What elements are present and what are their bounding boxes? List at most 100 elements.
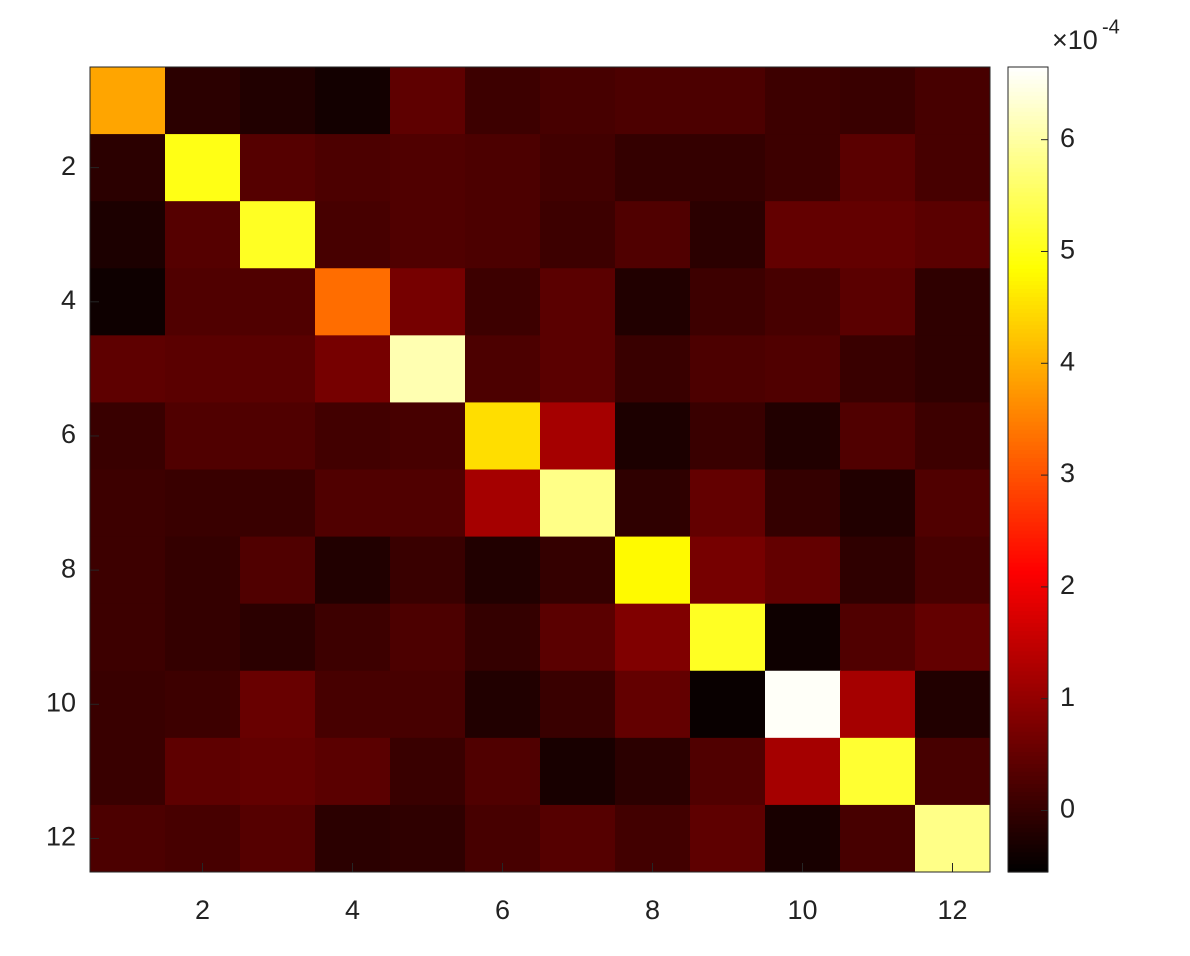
- heatmap-cell: [615, 134, 691, 202]
- colorbar-segment: [1008, 727, 1048, 732]
- colorbar-segment: [1008, 847, 1048, 853]
- colorbar-segment: [1008, 827, 1048, 833]
- colorbar-segment: [1008, 678, 1048, 684]
- colorbar-segment: [1008, 389, 1048, 394]
- colorbar-segment: [1008, 558, 1048, 563]
- heatmap-cell: [390, 603, 466, 672]
- colorbar-segment: [1008, 517, 1048, 523]
- colorbar-segment: [1008, 626, 1048, 632]
- heatmap-cell: [390, 134, 466, 202]
- heatmap-cell: [840, 536, 916, 605]
- heatmap-cell: [540, 804, 616, 873]
- colorbar-segment: [1008, 376, 1048, 382]
- colorbar-tick-label: 1: [1060, 682, 1075, 712]
- colorbar-segment: [1008, 372, 1048, 378]
- colorbar-segment: [1008, 855, 1048, 861]
- colorbar-segment: [1008, 545, 1048, 551]
- colorbar-segment: [1008, 300, 1048, 306]
- colorbar-segment: [1008, 449, 1048, 454]
- colorbar-segment: [1008, 743, 1048, 748]
- colorbar-segment: [1008, 715, 1048, 720]
- heatmap-cell: [915, 670, 991, 739]
- colorbar-segment: [1008, 384, 1048, 390]
- heatmap-cell: [240, 536, 316, 605]
- colorbar-segment: [1008, 578, 1048, 583]
- colorbar-segment: [1008, 670, 1048, 676]
- heatmap-cell: [615, 670, 691, 739]
- colorbar-segment: [1008, 795, 1048, 801]
- colorbar-segment: [1008, 481, 1048, 487]
- colorbar-segment: [1008, 622, 1048, 628]
- heatmap-cell: [390, 201, 466, 269]
- colorbar-segment: [1008, 598, 1048, 603]
- colorbar-segment: [1008, 606, 1048, 611]
- colorbar-segment: [1008, 215, 1048, 221]
- colorbar-segment: [1008, 320, 1048, 326]
- colorbar-segment: [1008, 280, 1048, 285]
- colorbar-segment: [1008, 690, 1048, 696]
- heatmap-cell: [465, 804, 541, 873]
- colorbar-segment: [1008, 308, 1048, 314]
- heatmap-cell: [840, 134, 916, 202]
- heatmap-cell: [615, 268, 691, 336]
- heatmap-cell: [690, 335, 766, 403]
- heatmap-cell: [390, 469, 466, 538]
- colorbar-segment: [1008, 867, 1048, 873]
- heatmap-cell: [465, 536, 541, 605]
- colorbar-segment: [1008, 590, 1048, 595]
- heatmap-cell: [165, 402, 241, 470]
- colorbar-segment: [1008, 537, 1048, 543]
- heatmap-cell: [915, 201, 991, 269]
- heatmap-cell: [915, 804, 991, 873]
- colorbar-segment: [1008, 175, 1048, 181]
- colorbar-segment: [1008, 240, 1048, 245]
- heatmap-cell: [315, 335, 391, 403]
- colorbar-segment: [1008, 115, 1048, 120]
- heatmap-cell: [390, 268, 466, 336]
- heatmap-cell: [690, 402, 766, 470]
- heatmap-cell: [915, 134, 991, 202]
- heatmap-cell: [315, 201, 391, 269]
- colorbar-segment: [1008, 292, 1048, 298]
- colorbar-segment: [1008, 457, 1048, 463]
- colorbar-segment: [1008, 489, 1048, 495]
- heatmap-cell: [465, 134, 541, 202]
- colorbar-segment: [1008, 811, 1048, 817]
- heatmap-cell: [315, 67, 391, 135]
- colorbar-segment: [1008, 75, 1048, 80]
- colorbar-segment: [1008, 819, 1048, 825]
- colorbar-segment: [1008, 348, 1048, 354]
- colorbar-segment: [1008, 751, 1048, 756]
- heatmap-cell: [240, 67, 316, 135]
- heatmap-cell: [915, 335, 991, 403]
- colorbar-segment: [1008, 723, 1048, 728]
- colorbar-segment: [1008, 163, 1048, 169]
- colorbar-segment: [1008, 401, 1048, 406]
- colorbar-segment: [1008, 562, 1048, 567]
- heatmap-cell: [840, 335, 916, 403]
- colorbar-segment: [1008, 67, 1048, 72]
- colorbar-segment: [1008, 823, 1048, 829]
- heatmap-cell: [840, 402, 916, 470]
- y-tick-label: 2: [61, 151, 76, 181]
- heatmap-cell: [165, 804, 241, 873]
- heatmap-cell: [465, 737, 541, 806]
- heatmap-cell: [690, 469, 766, 538]
- colorbar-segment: [1008, 151, 1048, 157]
- heatmap-cell: [615, 737, 691, 806]
- heatmap-cell: [765, 402, 841, 470]
- colorbar-segment: [1008, 433, 1048, 438]
- heatmap-cell: [690, 670, 766, 739]
- heatmap-cell: [390, 670, 466, 739]
- heatmap-cell: [240, 737, 316, 806]
- colorbar-segment: [1008, 682, 1048, 688]
- colorbar-segment: [1008, 260, 1048, 265]
- colorbar-segment: [1008, 159, 1048, 165]
- colorbar-segment: [1008, 554, 1048, 559]
- colorbar-segment: [1008, 219, 1048, 225]
- colorbar-segment: [1008, 139, 1048, 145]
- colorbar-segment: [1008, 352, 1048, 358]
- colorbar-segment: [1008, 127, 1048, 132]
- colorbar-segment: [1008, 191, 1048, 197]
